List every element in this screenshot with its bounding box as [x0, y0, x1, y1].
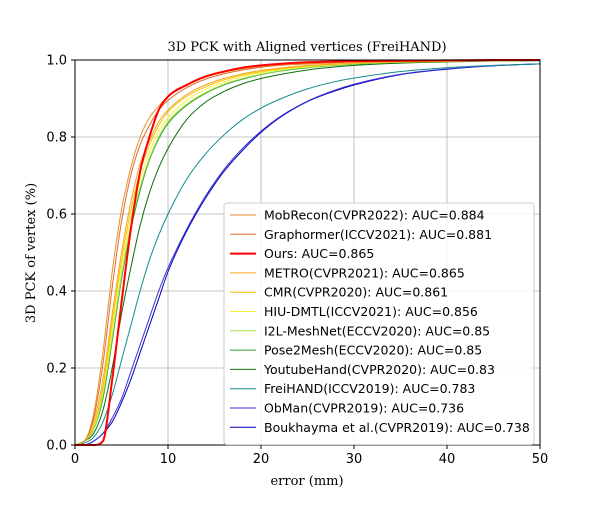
y-tick-label: 0.8 — [46, 131, 67, 146]
legend-label-11: Boukhayma et al.(CVPR2019): AUC=0.738 — [264, 420, 530, 435]
legend-label-4: CMR(CVPR2020): AUC=0.861 — [264, 285, 448, 300]
y-tick-label: 0.4 — [46, 285, 67, 300]
axes: 0 10 20 30 40 50 0.0 0.2 0.4 0.6 0.8 1.0 — [46, 54, 548, 468]
x-tick-label: 50 — [532, 452, 549, 467]
y-tick-label: 1.0 — [46, 54, 67, 69]
legend-label-3: METRO(CVPR2021): AUC=0.865 — [264, 265, 465, 280]
series-line-2 — [75, 59, 540, 446]
legend-label-8: YoutubeHand(CVPR2020): AUC=0.83 — [263, 362, 495, 377]
series-lines — [74, 59, 541, 446]
x-axis-label: error (mm) — [270, 474, 343, 489]
legend-box — [223, 202, 535, 446]
series-line-8 — [74, 60, 541, 446]
y-axis-label: 3D PCK of vertex (%) — [24, 183, 39, 323]
series-line-9 — [74, 63, 541, 446]
x-tick-label: 10 — [160, 452, 177, 467]
legend-label-1: Graphormer(ICCV2021): AUC=0.881 — [264, 227, 492, 242]
chart-title: 3D PCK with Aligned vertices (FreiHAND) — [167, 40, 446, 55]
x-tick-label: 40 — [439, 452, 456, 467]
series-line-11 — [75, 63, 541, 446]
y-tick-label: 0.2 — [46, 362, 67, 377]
x-tick-label: 0 — [71, 452, 79, 467]
x-tick-label: 20 — [253, 452, 270, 467]
legend-label-5: HIU-DMTL(ICCV2021): AUC=0.856 — [264, 304, 478, 319]
series-line-3 — [74, 59, 541, 446]
series-line-10 — [75, 63, 541, 446]
legend-label-6: I2L-MeshNet(ECCV2020): AUC=0.85 — [264, 323, 490, 338]
y-tick-label: 0.6 — [46, 208, 67, 223]
legend-label-10: ObMan(CVPR2019): AUC=0.736 — [264, 401, 464, 416]
legend-label-2: Ours: AUC=0.865 — [264, 246, 374, 261]
y-tick-label: 0.0 — [46, 439, 67, 454]
legend-label-0: MobRecon(CVPR2022): AUC=0.884 — [264, 208, 485, 223]
legend-label-9: FreiHAND(ICCV2019): AUC=0.783 — [264, 381, 475, 396]
legend: MobRecon(CVPR2022): AUC=0.884 Graphormer(… — [223, 202, 535, 446]
x-tick-label: 30 — [346, 452, 363, 467]
legend-label-7: Pose2Mesh(ECCV2020): AUC=0.85 — [264, 343, 482, 358]
